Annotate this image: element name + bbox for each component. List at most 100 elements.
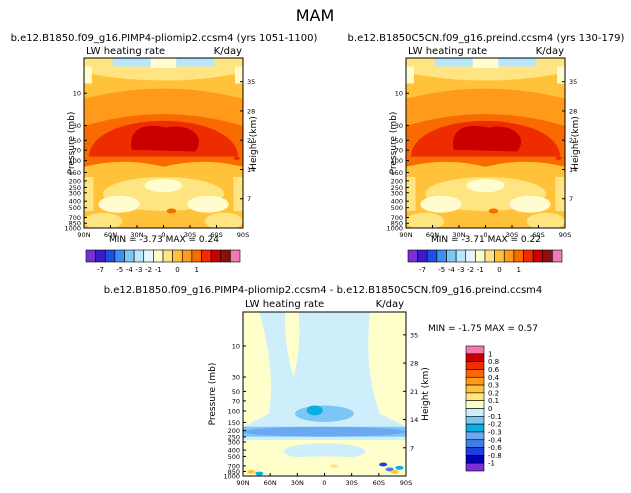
colorbar-label: 0.2 xyxy=(488,389,499,397)
x-tick-label: 90S xyxy=(559,231,571,239)
colorbar-swatch xyxy=(95,249,106,263)
y2-tick-label: 28 xyxy=(247,107,255,115)
y2-tick-label: 21 xyxy=(247,137,255,145)
colorbar-swatch xyxy=(465,392,485,401)
y-tick-label: 30 xyxy=(73,122,81,130)
x-tick-label: 60S xyxy=(210,231,222,239)
x-tick-label: 30N xyxy=(452,231,465,239)
y-tick-label: 850 xyxy=(228,468,240,476)
x-tick-label: 0 xyxy=(322,479,326,487)
min-max-stats: MIN = -3.73 MAX = 0.24 xyxy=(109,235,219,245)
x-tick-label: 60S xyxy=(532,231,544,239)
polar-column xyxy=(84,66,92,84)
colorbar-label: 0.8 xyxy=(488,358,499,366)
plot-units-label: K/day xyxy=(376,299,404,310)
plot-left-label: LW heating rate xyxy=(86,46,165,57)
x-tick-label: 90N xyxy=(77,231,90,239)
y2-axis-label: Height (km) xyxy=(421,367,431,421)
colorbar-label: -0.8 xyxy=(488,452,502,460)
colorbar-label: -1 xyxy=(155,266,162,274)
colorbar-swatch xyxy=(532,249,544,263)
x-tick-label: 90S xyxy=(400,479,412,487)
x-tick-label: 0 xyxy=(483,231,487,239)
y-tick-label: 150 xyxy=(69,169,81,177)
colorbar-label: -7 xyxy=(419,266,426,274)
colorbar-swatch xyxy=(162,249,173,263)
surface-band xyxy=(84,212,123,228)
y2-tick-label: 35 xyxy=(410,331,418,339)
y-tick-label: 1000 xyxy=(223,473,240,481)
y-tick-label: 70 xyxy=(73,147,81,155)
y2-tick-label: 14 xyxy=(569,166,577,174)
y-tick-label: 300 xyxy=(391,189,403,197)
colorbar-label: -2 xyxy=(467,266,474,274)
contour-field xyxy=(406,58,565,228)
colorbar-label: 1 xyxy=(194,266,198,274)
y2-tick-label: 7 xyxy=(569,195,573,203)
y-tick-label: 100 xyxy=(69,157,81,165)
colorbar-label: -2 xyxy=(145,266,152,274)
colorbar-swatch xyxy=(114,249,125,263)
x-tick-label: 30S xyxy=(184,231,196,239)
colorbar-label: 0 xyxy=(488,405,492,413)
polar-column xyxy=(406,177,416,211)
colorbar-swatch xyxy=(484,249,495,263)
negative-band xyxy=(243,426,406,437)
colorbar-label: 0.4 xyxy=(488,374,500,382)
polar-column xyxy=(233,177,243,211)
surface-speckle xyxy=(255,471,264,476)
y-tick-label: 30 xyxy=(232,374,240,382)
x-tick-label: 60N xyxy=(104,231,117,239)
y-tick-label: 500 xyxy=(69,204,81,212)
colorbar-label: -0.6 xyxy=(488,444,502,452)
y2-axis-label: Height (km) xyxy=(249,116,259,170)
equator-region xyxy=(144,178,183,193)
y2-tick-label: 21 xyxy=(569,137,577,145)
y-tick-label: 70 xyxy=(395,147,403,155)
y2-tick-label: 7 xyxy=(410,444,414,452)
colorbar-swatch xyxy=(426,249,438,263)
colorbar-swatch xyxy=(465,345,485,355)
panel-title: b.e12.B1850C5CN.f09_g16.preind.ccsm4 (yr… xyxy=(348,33,625,44)
colorbar-swatch xyxy=(542,249,553,263)
y-tick-label: 10 xyxy=(73,90,81,98)
colorbar-swatch xyxy=(455,249,467,263)
colorbar-label: 0.1 xyxy=(488,397,499,405)
contour-field xyxy=(243,312,406,476)
colorbar-swatch xyxy=(465,376,485,386)
troposphere-band xyxy=(509,195,551,213)
colorbar-label: 0.3 xyxy=(488,382,499,390)
x-tick-label: 90N xyxy=(236,479,249,487)
colorbar-swatch xyxy=(465,423,485,433)
colorbar-swatch xyxy=(220,249,231,263)
colorbar-label: -5 xyxy=(116,266,123,274)
y2-tick-label: 21 xyxy=(410,388,418,396)
colorbar-label: 1 xyxy=(516,266,520,274)
colorbar-swatch xyxy=(475,249,486,263)
min-max-stats: MIN = -3.71 MAX = 0.22 xyxy=(431,235,541,245)
positive-region xyxy=(285,312,300,378)
y-axis-label: Pressure (mb) xyxy=(208,363,218,426)
y-tick-label: 30 xyxy=(395,122,403,130)
colorbar-label: -1 xyxy=(488,460,495,468)
plot-units-label: K/day xyxy=(536,46,564,57)
colorbar-label: -0.2 xyxy=(488,421,502,429)
y-tick-label: 850 xyxy=(391,220,403,228)
polar-column xyxy=(406,66,414,84)
equator-region xyxy=(466,178,505,193)
colorbar-label: -0.1 xyxy=(488,413,502,421)
colorbar-swatch xyxy=(210,249,222,263)
colorbar-swatch xyxy=(465,439,485,448)
surface-band xyxy=(406,212,445,228)
y-tick-label: 10 xyxy=(232,342,240,350)
colorbar-swatch xyxy=(465,249,476,263)
y-axis-label: Pressure (mb) xyxy=(67,112,77,175)
plot-units-label: K/day xyxy=(214,46,242,57)
colorbar-swatch xyxy=(465,369,485,378)
surface-speckle xyxy=(390,469,399,474)
panel-title: b.e12.B1850.f09_g16.PIMP4-pliomip2.ccsm4… xyxy=(11,33,318,44)
surface-band xyxy=(488,208,499,214)
y-tick-label: 500 xyxy=(228,453,240,461)
y-tick-label: 250 xyxy=(69,184,81,192)
